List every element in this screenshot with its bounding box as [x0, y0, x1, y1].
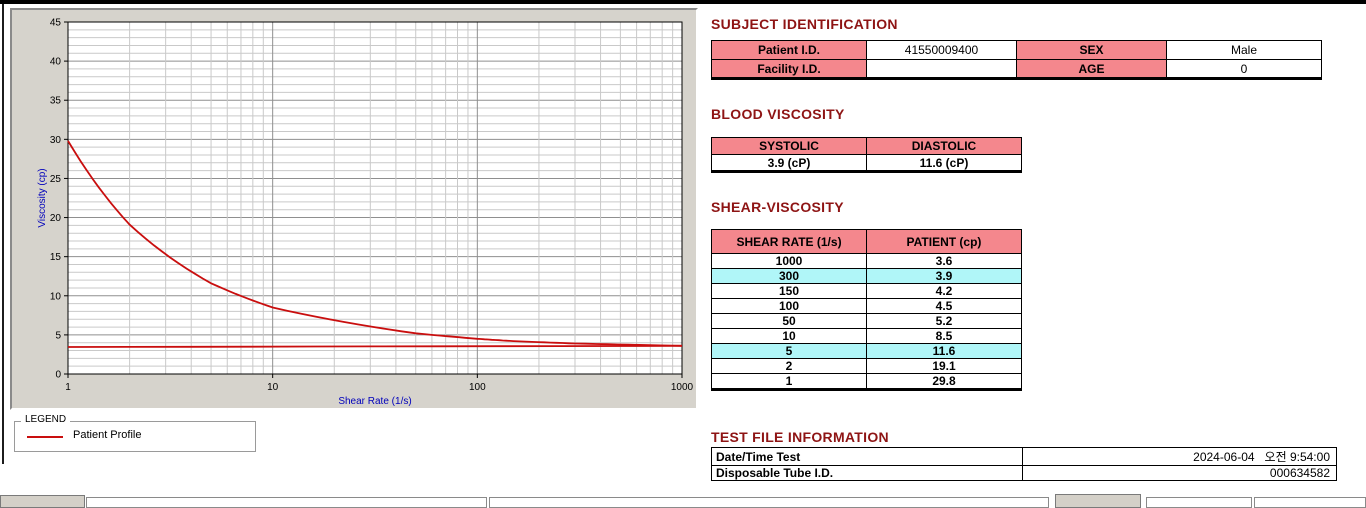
table-row: 2 19.1 [711, 358, 1022, 374]
svg-text:30: 30 [50, 135, 62, 146]
disposable-tube-id-value: 000634582 [1022, 465, 1337, 481]
shear-rate-cell: 2 [711, 358, 867, 374]
shear-viscosity-chart: 0 5 10 15 20 25 30 35 40 45 1 10 100 1000 Shear Rate (… [37, 18, 694, 408]
patient-cp-cell: 4.2 [866, 283, 1022, 299]
shear-rate-cell: 10 [711, 328, 867, 344]
svg-text:1: 1 [65, 382, 71, 393]
svg-text:45: 45 [50, 18, 62, 29]
patient-cp-cell: 19.1 [866, 358, 1022, 374]
patient-cp-cell: 3.6 [866, 253, 1022, 269]
table-row: 1 29.8 [711, 373, 1022, 390]
patient-cp-cell: 5.2 [866, 313, 1022, 329]
svg-text:15: 15 [50, 252, 62, 263]
window-left-edge [2, 4, 4, 464]
table-row: SYSTOLIC DIASTOLIC [711, 137, 1022, 155]
bottom-panel-1 [86, 497, 487, 508]
bottom-button-left[interactable] [0, 495, 85, 508]
blood-viscosity-heading: BLOOD VISCOSITY [711, 106, 845, 122]
svg-text:1000: 1000 [671, 382, 694, 393]
svg-text:40: 40 [50, 57, 62, 68]
shear-rate-cell: 100 [711, 298, 867, 314]
table-row: 3.9 (cP) 11.6 (cP) [711, 154, 1022, 172]
svg-text:Shear Rate (1/s): Shear Rate (1/s) [338, 396, 411, 407]
sex-label: SEX [1016, 40, 1167, 60]
svg-text:100: 100 [469, 382, 486, 393]
patient-id-label: Patient I.D. [711, 40, 867, 60]
disposable-tube-id-label: Disposable Tube I.D. [711, 465, 1023, 481]
patient-id-value: 41550009400 [866, 40, 1017, 60]
shear-rate-cell: 50 [711, 313, 867, 329]
table-row: 50 5.2 [711, 313, 1022, 329]
svg-text:35: 35 [50, 96, 62, 107]
table-row: Patient I.D. 41550009400 SEX Male [711, 40, 1322, 60]
table-row: 10 8.5 [711, 328, 1022, 344]
test-file-information-heading: TEST FILE INFORMATION [711, 429, 889, 445]
facility-id-value [866, 59, 1017, 79]
patient-cp-cell: 29.8 [866, 373, 1022, 390]
blood-viscosity-table: SYSTOLIC DIASTOLIC 3.9 (cP) 11.6 (cP) [711, 137, 1022, 173]
shear-rate-cell: 5 [711, 343, 867, 359]
patient-cp-header: PATIENT (cp) [866, 229, 1022, 254]
subject-identification-heading: SUBJECT IDENTIFICATION [711, 16, 898, 32]
legend-title: LEGEND [21, 414, 71, 425]
test-file-information-table: Date/Time Test 2024-06-04 오전 9:54:00 Dis… [711, 447, 1337, 481]
table-header-row: SHEAR RATE (1/s) PATIENT (cp) [711, 229, 1022, 254]
table-row: Date/Time Test 2024-06-04 오전 9:54:00 [711, 447, 1337, 466]
systolic-header: SYSTOLIC [711, 137, 867, 155]
legend-entry-label: Patient Profile [73, 429, 142, 441]
table-row: 150 4.2 [711, 283, 1022, 299]
patient-cp-cell: 11.6 [866, 343, 1022, 359]
diastolic-value: 11.6 (cP) [866, 154, 1022, 172]
shear-rate-cell: 1000 [711, 253, 867, 269]
bottom-panel-4 [1254, 497, 1366, 508]
svg-text:25: 25 [50, 174, 62, 185]
shear-viscosity-table: SHEAR RATE (1/s) PATIENT (cp) 1000 3.6 3… [711, 229, 1022, 391]
table-row: 5 11.6 [711, 343, 1022, 359]
table-row: 300 3.9 [711, 268, 1022, 284]
bottom-panel-3 [1146, 497, 1252, 508]
date-time-test-label: Date/Time Test [711, 447, 1023, 466]
svg-text:Viscosity (cp): Viscosity (cp) [37, 168, 48, 227]
table-row: 100 4.5 [711, 298, 1022, 314]
shear-viscosity-heading: SHEAR-VISCOSITY [711, 199, 844, 215]
legend-box: LEGEND Patient Profile [14, 414, 256, 452]
age-value: 0 [1166, 59, 1322, 79]
table-row: Disposable Tube I.D. 000634582 [711, 465, 1337, 481]
shear-rate-cell: 1 [711, 373, 867, 390]
bottom-panel-2 [489, 497, 1049, 508]
svg-text:0: 0 [55, 370, 61, 381]
shear-rate-header: SHEAR RATE (1/s) [711, 229, 867, 254]
bottom-button-right[interactable] [1055, 494, 1141, 508]
facility-id-label: Facility I.D. [711, 59, 867, 79]
age-label: AGE [1016, 59, 1167, 79]
svg-text:5: 5 [55, 330, 61, 341]
patient-cp-cell: 4.5 [866, 298, 1022, 314]
systolic-value: 3.9 (cP) [711, 154, 867, 172]
table-row: 1000 3.6 [711, 253, 1022, 269]
shear-rate-cell: 300 [711, 268, 867, 284]
sex-value: Male [1166, 40, 1322, 60]
svg-text:10: 10 [50, 291, 62, 302]
svg-text:10: 10 [267, 382, 279, 393]
patient-cp-cell: 8.5 [866, 328, 1022, 344]
table-row: Facility I.D. AGE 0 [711, 59, 1322, 79]
shear-rate-cell: 150 [711, 283, 867, 299]
patient-cp-cell: 3.9 [866, 268, 1022, 284]
subject-identification-table: Patient I.D. 41550009400 SEX Male Facili… [711, 40, 1322, 80]
svg-text:20: 20 [50, 213, 62, 224]
diastolic-header: DIASTOLIC [866, 137, 1022, 155]
window-top-edge [0, 0, 1366, 4]
viscosity-chart-panel: 0 5 10 15 20 25 30 35 40 45 1 10 100 1000 Shear Rate (… [10, 8, 698, 410]
date-time-test-value: 2024-06-04 오전 9:54:00 [1022, 447, 1337, 466]
legend-line-icon [27, 436, 63, 438]
